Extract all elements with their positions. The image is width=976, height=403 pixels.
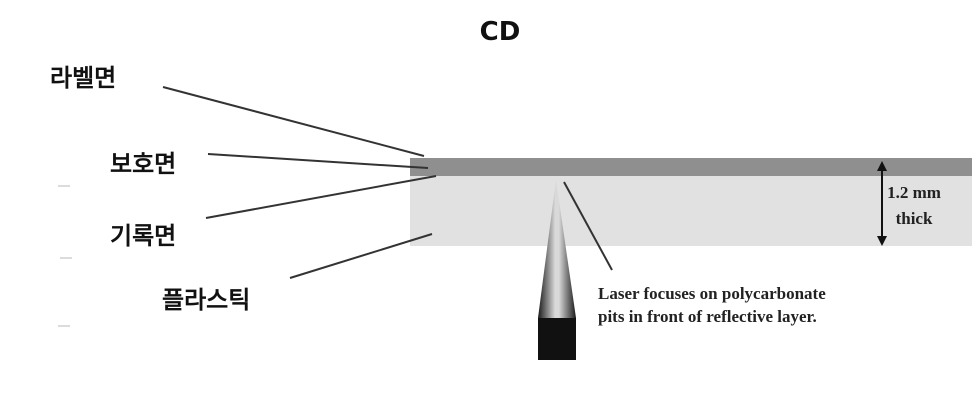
laser-note-leader-line — [563, 181, 613, 271]
recording-surface-leader-line — [205, 175, 437, 219]
protective-surface-label: 보호면 — [110, 150, 176, 178]
laser-beam — [538, 180, 576, 318]
protective-surface-leader-line — [207, 153, 429, 169]
label-surface-leader-line — [162, 86, 425, 157]
plastic-leader-line — [289, 233, 433, 279]
diagram-title: CD — [480, 17, 521, 47]
laser-note-line-2: pits in front of reflective layer. — [598, 307, 817, 326]
thickness-unit: thick — [896, 209, 933, 228]
label-surface-label: 라벨면 — [50, 64, 116, 92]
thickness-value: 1.2 mm — [887, 183, 941, 202]
recording-surface-label: 기록면 — [110, 222, 176, 250]
laser-note-line-1: Laser focuses on polycarbonate — [598, 284, 826, 303]
plastic-layer — [410, 176, 972, 246]
laser-emitter — [538, 318, 576, 360]
thickness-dimension-arrow — [877, 161, 887, 246]
protective-layer — [410, 158, 972, 176]
scan-artifact-marks — [58, 185, 72, 327]
plastic-label: 플라스틱 — [162, 286, 250, 314]
